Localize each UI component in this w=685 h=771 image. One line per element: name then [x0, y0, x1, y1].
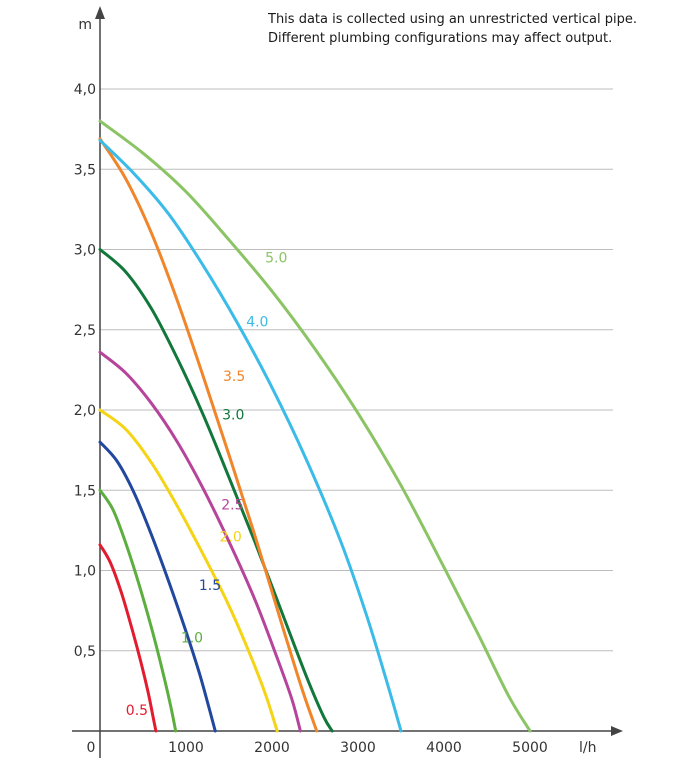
- y-tick-label: 4,0: [74, 82, 96, 98]
- x-axis-label: l/h: [579, 740, 596, 756]
- y-axis-arrow: [95, 6, 105, 19]
- series-line-5-0: [98, 119, 532, 733]
- y-tick-label: 1,5: [74, 483, 96, 499]
- series-label-1-0: 1.0: [181, 631, 203, 647]
- x-tick-label: 3000: [340, 740, 376, 756]
- y-tick-label: 0,5: [74, 644, 96, 660]
- series-line-3-5: [98, 137, 319, 733]
- series-line-2-5: [98, 350, 302, 733]
- series-line-1-5: [98, 440, 217, 733]
- series-label-2-5: 2.5: [221, 498, 243, 514]
- x-tick-label: 2000: [254, 740, 290, 756]
- y-tick-label: 1,0: [74, 564, 96, 580]
- series-line-1-0: [98, 488, 178, 733]
- series-line-4-0: [98, 138, 403, 733]
- series-label-3-5: 3.5: [223, 369, 245, 385]
- series-label-0-5: 0.5: [126, 703, 148, 719]
- y-tick-label: 3,0: [74, 243, 96, 259]
- x-axis-arrow: [611, 726, 623, 736]
- x-tick-label: 4000: [426, 740, 462, 756]
- y-axis-label: m: [78, 17, 92, 33]
- y-tick-label: 2,5: [74, 323, 96, 339]
- note-line-1: This data is collected using an unrestri…: [268, 12, 638, 27]
- series-label-4-0: 4.0: [246, 315, 268, 331]
- series-label-2-0: 2.0: [220, 530, 242, 546]
- x-tick-label: 1000: [168, 740, 204, 756]
- note-line-2: Different plumbing configurations may af…: [268, 31, 613, 46]
- series-label-3-0: 3.0: [222, 408, 244, 424]
- series-line-2-0: [98, 408, 279, 733]
- y-tick-label: 3,5: [74, 162, 96, 178]
- series-label-1-5: 1.5: [199, 578, 221, 594]
- series-line-3-0: [98, 248, 334, 733]
- x-tick-label: 5000: [512, 740, 548, 756]
- y-tick-label: 2,0: [74, 403, 96, 419]
- data-disclaimer-note: This data is collected using an unrestri…: [268, 10, 637, 48]
- origin-label: 0: [87, 740, 96, 756]
- series-label-5-0: 5.0: [265, 250, 287, 266]
- series-line-0-5: [98, 543, 158, 733]
